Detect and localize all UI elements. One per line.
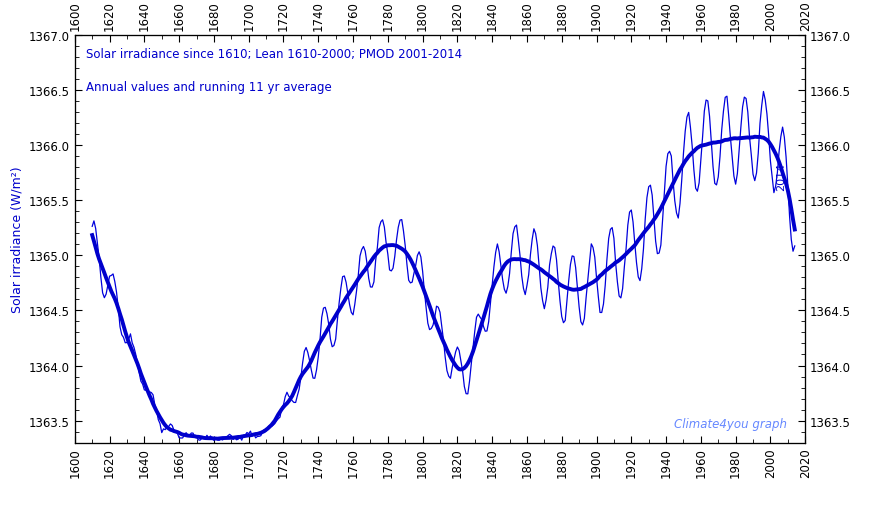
Text: Climate4you graph: Climate4you graph	[674, 418, 787, 431]
Text: Annual values and running 11 yr average: Annual values and running 11 yr average	[85, 80, 332, 93]
Text: Solar irradiance since 1610; Lean 1610-2000; PMOD 2001-2014: Solar irradiance since 1610; Lean 1610-2…	[85, 48, 462, 61]
Y-axis label: Solar irradiance (W/m²): Solar irradiance (W/m²)	[11, 166, 24, 313]
Text: 2014: 2014	[776, 162, 786, 190]
